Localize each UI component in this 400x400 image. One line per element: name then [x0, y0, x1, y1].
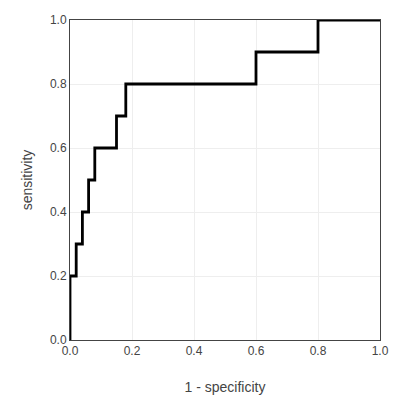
svg-text:0.8: 0.8: [50, 77, 67, 91]
svg-text:0.4: 0.4: [186, 344, 203, 358]
svg-text:0.2: 0.2: [124, 344, 141, 358]
svg-text:0.8: 0.8: [310, 344, 327, 358]
svg-text:0.2: 0.2: [50, 269, 67, 283]
svg-text:sensitivity: sensitivity: [19, 150, 35, 211]
svg-text:1.0: 1.0: [50, 13, 67, 27]
svg-text:0.6: 0.6: [248, 344, 265, 358]
svg-text:1 - specificity: 1 - specificity: [185, 379, 266, 395]
svg-text:1.0: 1.0: [372, 344, 389, 358]
svg-text:0.0: 0.0: [50, 333, 67, 347]
svg-text:0.4: 0.4: [50, 205, 67, 219]
svg-text:0.0: 0.0: [62, 344, 79, 358]
svg-text:0.6: 0.6: [50, 141, 67, 155]
